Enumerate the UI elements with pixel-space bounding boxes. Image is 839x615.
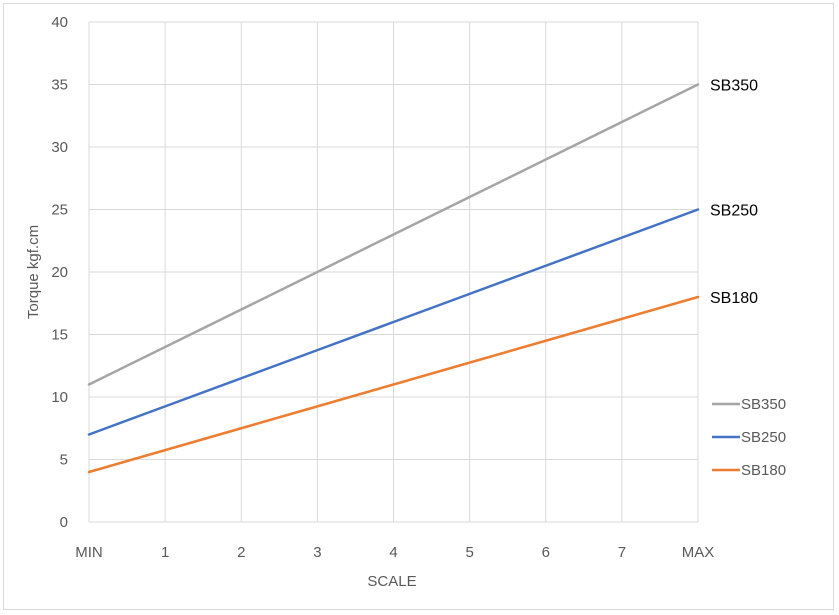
legend-label-sb250: SB250 — [741, 429, 786, 446]
series-line-sb250 — [87, 208, 700, 436]
y-tick-label: 0 — [60, 514, 68, 531]
x-tick-label: 2 — [237, 544, 245, 561]
x-tick-label: 5 — [465, 544, 473, 561]
grid-lines — [88, 21, 699, 523]
end-label-sb350: SB350 — [710, 78, 758, 95]
y-axis-title: Torque kgf.cm — [25, 225, 42, 319]
x-tick-label: 6 — [542, 544, 550, 561]
end-label-sb180: SB180 — [710, 290, 758, 307]
x-tick-label: 7 — [618, 544, 626, 561]
legend: SB350 SB250 SB180 — [712, 396, 786, 479]
x-tick-label: 3 — [313, 544, 321, 561]
y-tick-label: 20 — [51, 264, 68, 281]
y-tick-label: 30 — [51, 139, 68, 156]
y-tick-label: 40 — [51, 14, 68, 31]
x-axis-ticks: MIN 1 2 3 4 5 6 7 MAX — [75, 544, 714, 561]
y-tick-label: 5 — [60, 452, 68, 469]
y-tick-label: 35 — [51, 77, 68, 94]
legend-label-sb350: SB350 — [741, 396, 786, 413]
series-end-labels: SB350 SB250 SB180 — [710, 78, 758, 308]
x-tick-label: 1 — [161, 544, 169, 561]
y-tick-label: 15 — [51, 327, 68, 344]
y-tick-label: 25 — [51, 202, 68, 219]
y-axis-ticks: 0 5 10 15 20 25 30 35 40 — [51, 14, 68, 531]
end-label-sb250: SB250 — [710, 203, 758, 220]
legend-label-sb180: SB180 — [741, 462, 786, 479]
y-tick-label: 10 — [51, 389, 68, 406]
x-tick-label: MIN — [75, 544, 103, 561]
x-axis-title: SCALE — [367, 573, 416, 590]
chart-frame — [3, 3, 834, 610]
series-lines — [87, 83, 700, 474]
x-tick-label: 4 — [389, 544, 397, 561]
x-tick-label: MAX — [682, 544, 715, 561]
series-line-sb180 — [87, 295, 700, 474]
series-line-sb350 — [87, 83, 700, 386]
